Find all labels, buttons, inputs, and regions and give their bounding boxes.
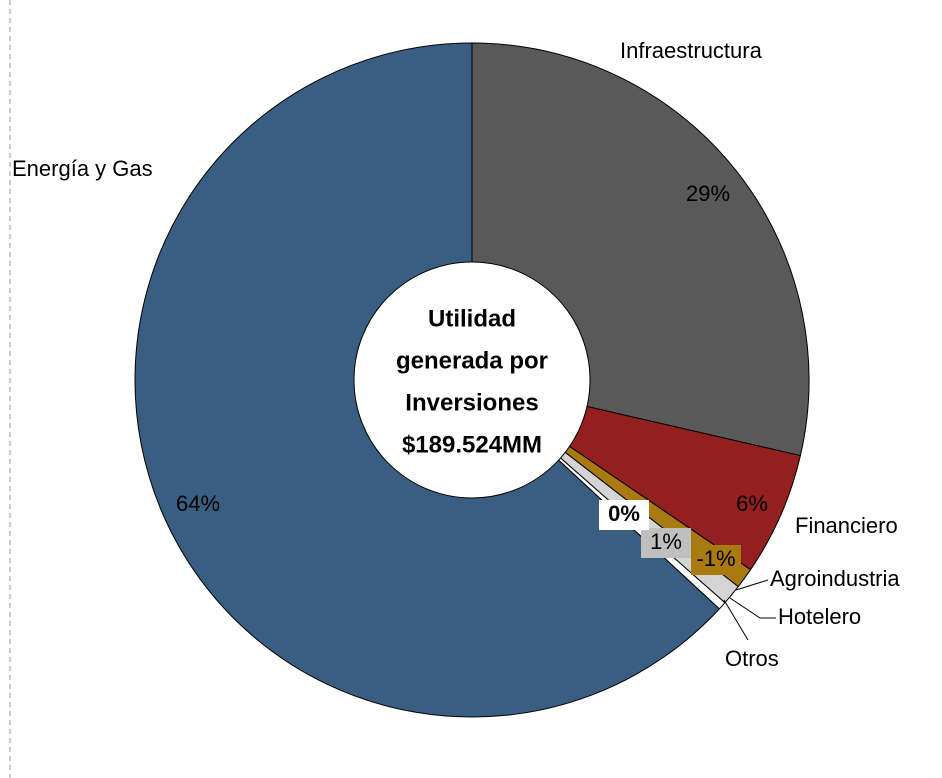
value-label: 0% — [608, 501, 640, 526]
leader-line — [735, 579, 769, 591]
value-label: 6% — [736, 491, 768, 516]
category-label: Energía y Gas — [12, 156, 153, 181]
category-label: Hotelero — [778, 604, 861, 629]
center-text: generada por — [396, 347, 548, 374]
value-label: 64% — [176, 491, 220, 516]
label-box — [599, 500, 649, 530]
leader-line — [729, 597, 776, 619]
center-text: $189.524MM — [402, 431, 542, 458]
category-label: Infraestructura — [620, 38, 763, 63]
center-text: Inversiones — [405, 389, 538, 416]
leader-line — [723, 599, 749, 641]
label-box — [641, 528, 691, 558]
label-box — [691, 545, 741, 575]
category-label: Financiero — [795, 513, 898, 538]
value-label: -1% — [696, 546, 735, 571]
category-label: Otros — [725, 646, 779, 671]
center-text: Utilidad — [428, 305, 516, 332]
value-label: 1% — [650, 529, 682, 554]
value-label: 29% — [686, 181, 730, 206]
donut-hole — [353, 261, 591, 499]
category-label: Agroindustria — [770, 566, 900, 591]
labels: Infraestructura 29% Financiero 6% Agroindust… — [12, 38, 900, 671]
